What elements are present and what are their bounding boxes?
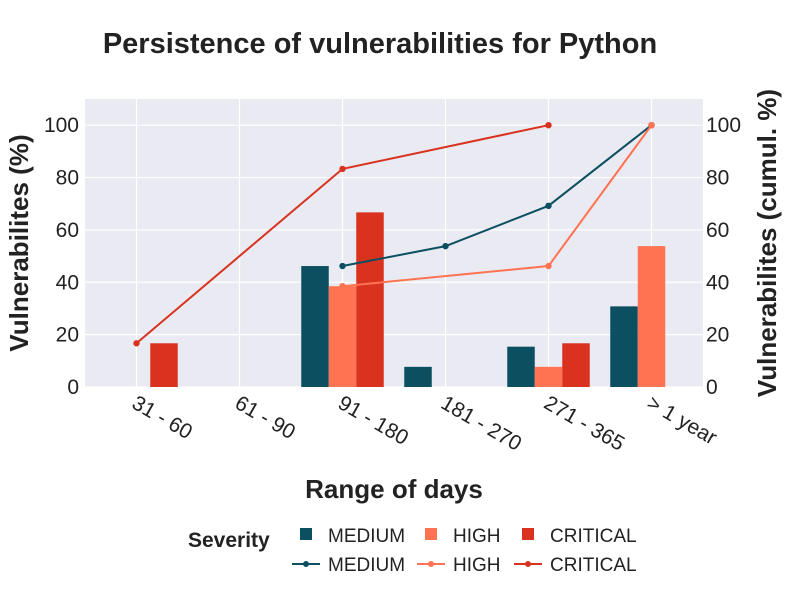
point-medium-2 [545,202,552,210]
y-tick-label: 60 [56,219,79,242]
y2-tick-label: 100 [706,114,741,137]
y2-tick-label: 0 [706,376,718,399]
y-tick-label: 40 [56,271,79,294]
bar-critical-0 [150,343,178,387]
bar-medium-5 [610,306,638,387]
legend-marker-line-high [428,561,434,567]
y2-tick-label: 40 [706,271,729,294]
legend-label-bar-medium: MEDIUM [328,526,405,547]
legend-label-bar-critical: CRITICAL [550,526,637,547]
bar-critical-2 [356,212,384,387]
x-tick-label: 181 - 270 [437,391,525,455]
legend: Severity MEDIUM HIGH CRITICAL MEDIUM HIGH CRI… [188,526,637,576]
chart-title: Persistence of vulnerabilities for Pytho… [103,28,657,60]
y2-tick-label: 20 [706,324,729,347]
legend-marker-line-medium [303,561,309,567]
bar-high-2 [328,286,357,387]
y2-tick-label: 60 [706,219,729,242]
bar-critical-4 [562,343,590,387]
bar-high-4 [534,366,563,387]
point-critical-1 [339,165,346,173]
y-tick-label: 80 [56,167,79,190]
y-axis-title: Vulnerabilites (%) [4,134,34,351]
bar-high-5 [637,246,666,387]
point-medium-1 [442,242,449,250]
y-tick-label: 20 [56,324,79,347]
legend-label-line-critical: CRITICAL [550,555,637,576]
x-tick-label: 31 - 60 [128,391,196,444]
y2-axis-title: Vulnerabilites (cumul. %) [752,89,782,397]
y-tick-label: 100 [44,114,79,137]
y-tick-label: 0 [67,376,79,399]
point-high-0 [339,283,346,290]
x-tick-label: 61 - 90 [231,391,299,444]
lines [133,121,655,347]
line-medium [342,124,653,268]
bar-medium-3 [404,366,432,387]
x-axis-title: Range of days [305,474,483,504]
x-tick-label: > 1 year [643,391,721,449]
point-critical-2 [545,121,552,129]
bar-medium-4 [507,346,535,387]
legend-swatch-bar-critical [522,528,534,540]
bars [150,212,666,387]
point-medium-0 [339,262,346,270]
x-tick-label: 91 - 180 [334,391,412,449]
x-tick-label: 271 - 365 [540,391,628,455]
point-high-1 [545,262,552,270]
legend-label-line-high: HIGH [453,555,501,576]
legend-title: Severity [188,529,270,552]
point-high-2 [648,121,655,129]
plot-area [85,99,703,387]
bar-medium-2 [301,266,329,387]
legend-label-line-medium: MEDIUM [328,555,405,576]
legend-swatch-bar-medium [300,528,312,540]
y2-tick-label: 80 [706,167,729,190]
legend-swatch-bar-high [425,528,437,540]
legend-label-bar-high: HIGH [453,526,501,547]
y-axis-ticks: 0 20 40 60 80 100 [44,114,79,399]
legend-marker-line-critical [525,561,531,567]
point-critical-0 [133,340,140,347]
x-axis-ticks: 31 - 60 61 - 90 91 - 180 181 - 270 271 - 365… [128,391,721,455]
y2-axis-ticks: 0 20 40 60 80 100 [706,114,741,399]
